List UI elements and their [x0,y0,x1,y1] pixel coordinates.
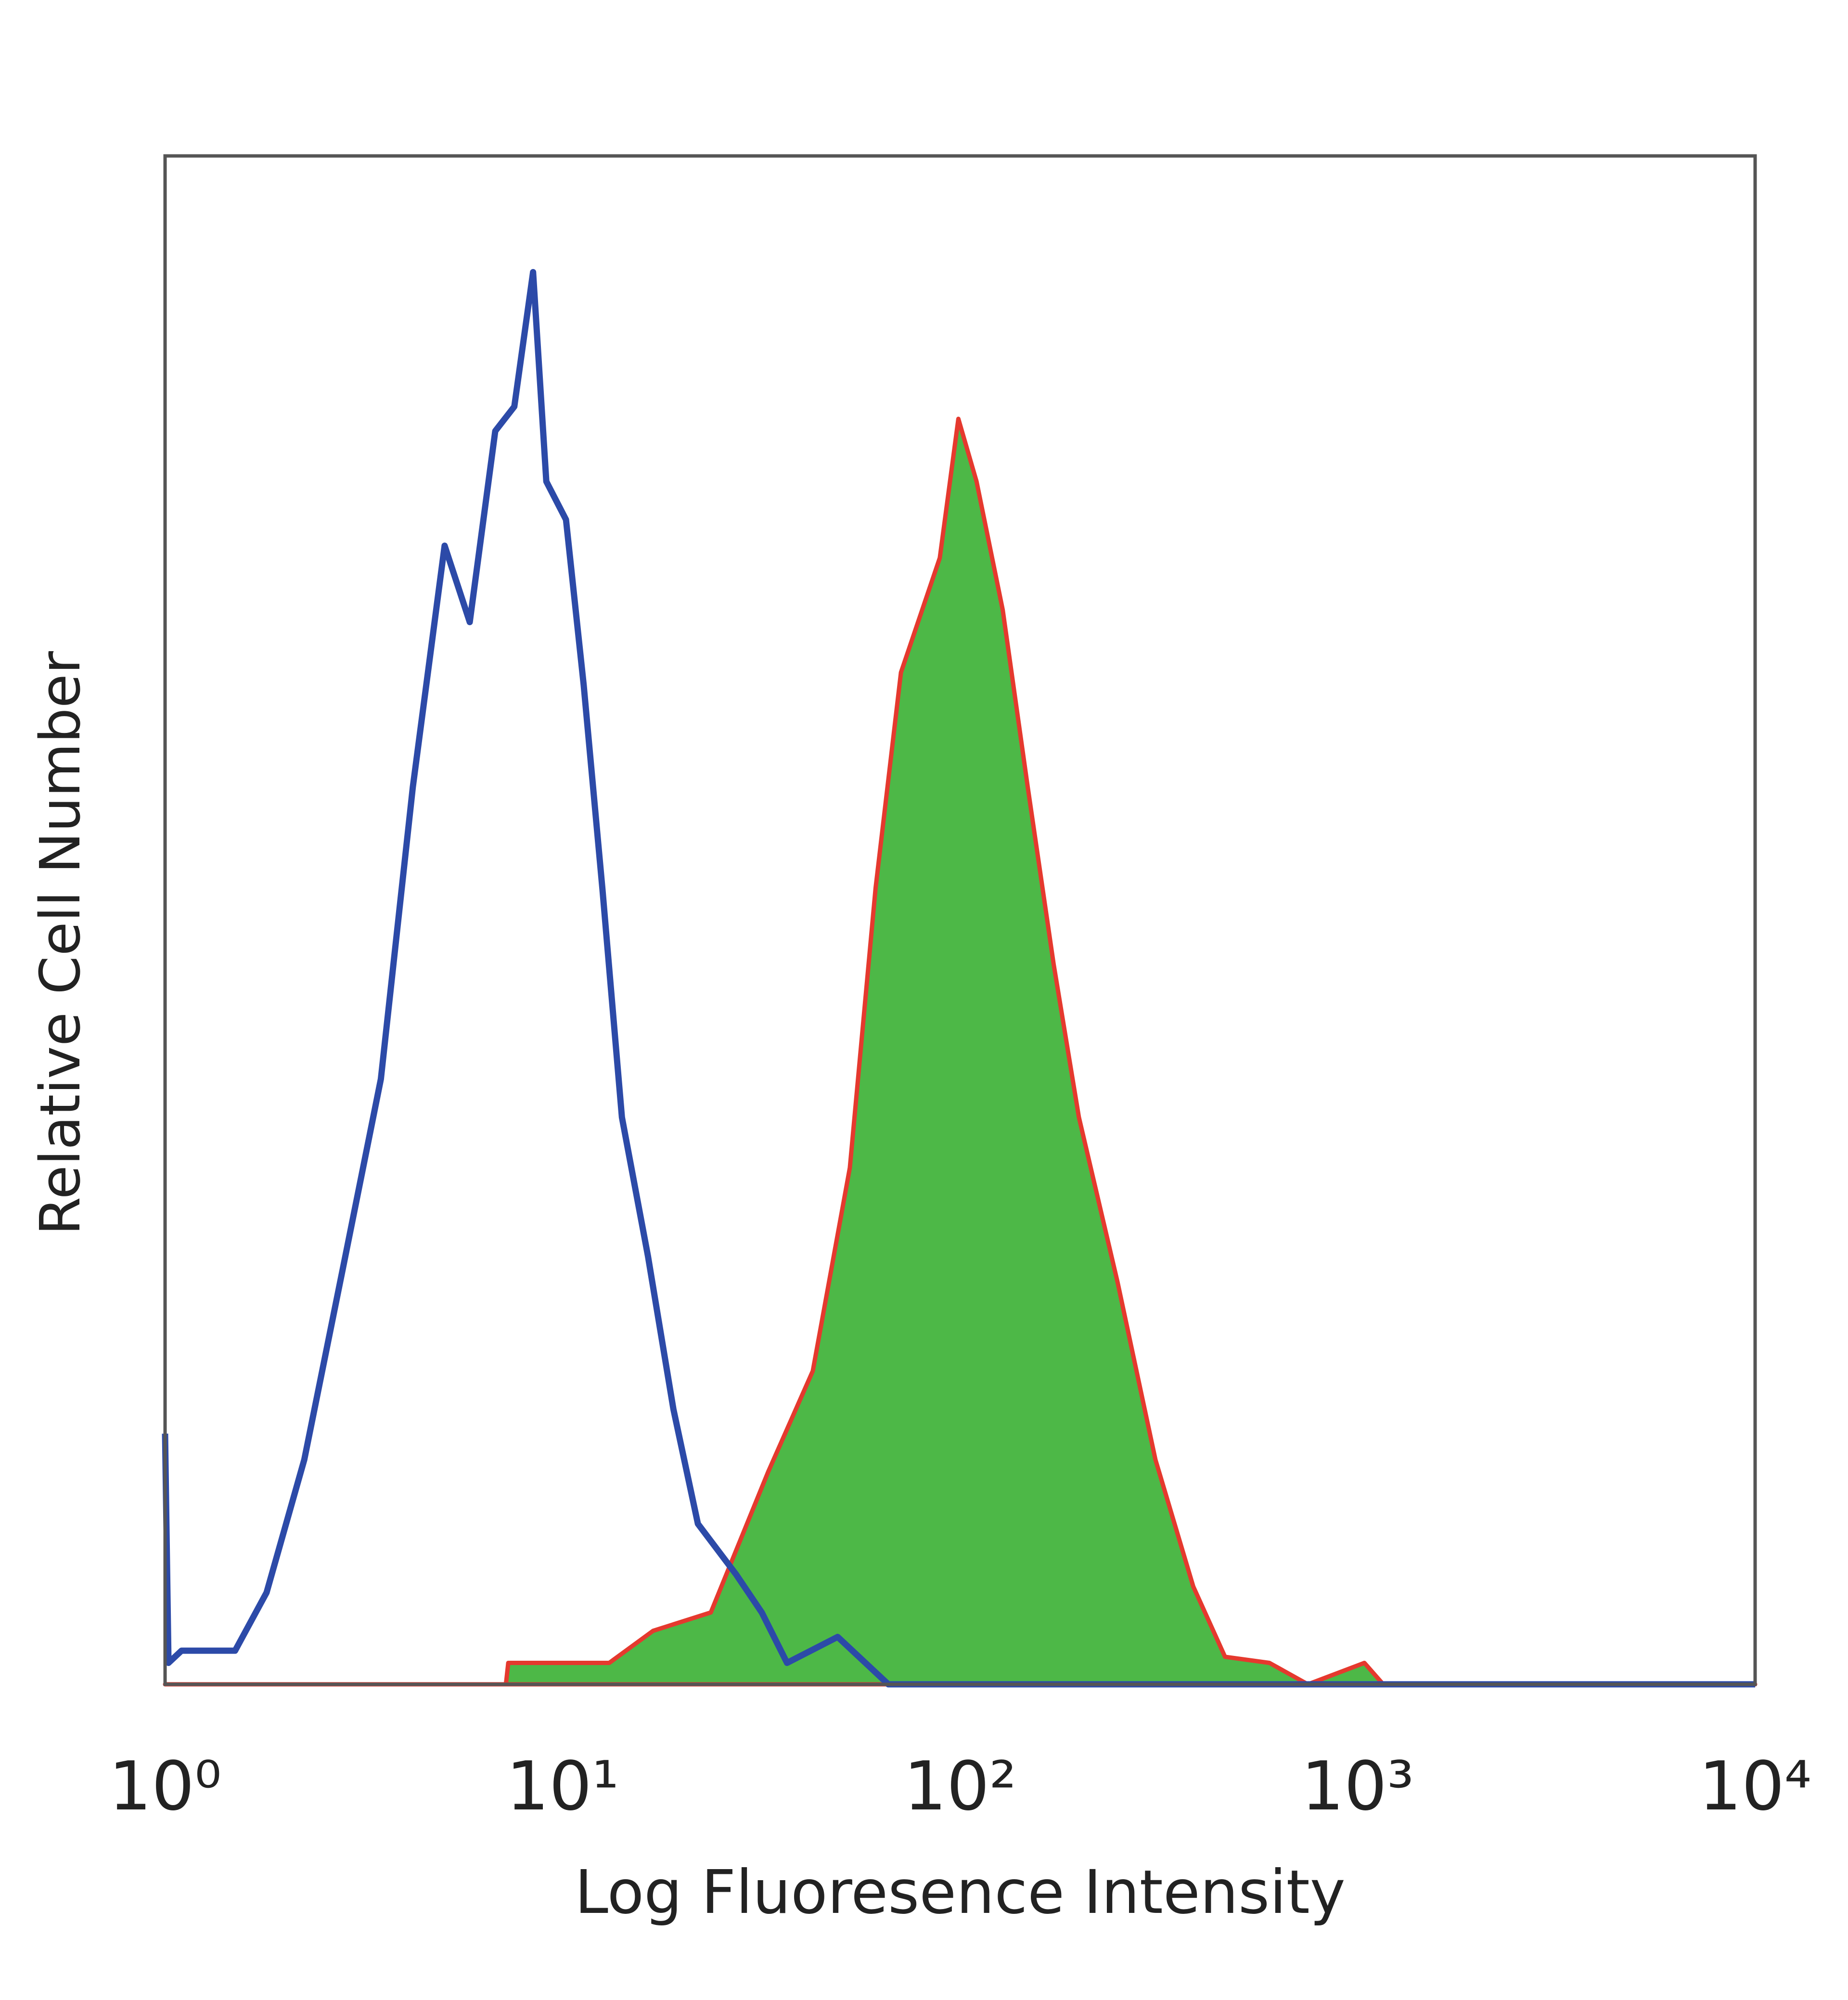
x-tick-label: 10⁴ [1699,1747,1811,1826]
x-tick-label: 10³ [1301,1747,1414,1826]
x-axis-label: Log Fluoresence Intensity [575,1858,1346,1927]
x-tick-label: 10¹ [506,1747,619,1826]
y-axis-label: Relative Cell Number [28,651,93,1235]
x-tick-label: 10² [904,1747,1016,1826]
histogram-area [163,416,1758,1687]
histogram-line [162,269,1755,1688]
plot-frame [163,154,1757,1686]
x-tick-label: 10⁰ [109,1747,221,1826]
